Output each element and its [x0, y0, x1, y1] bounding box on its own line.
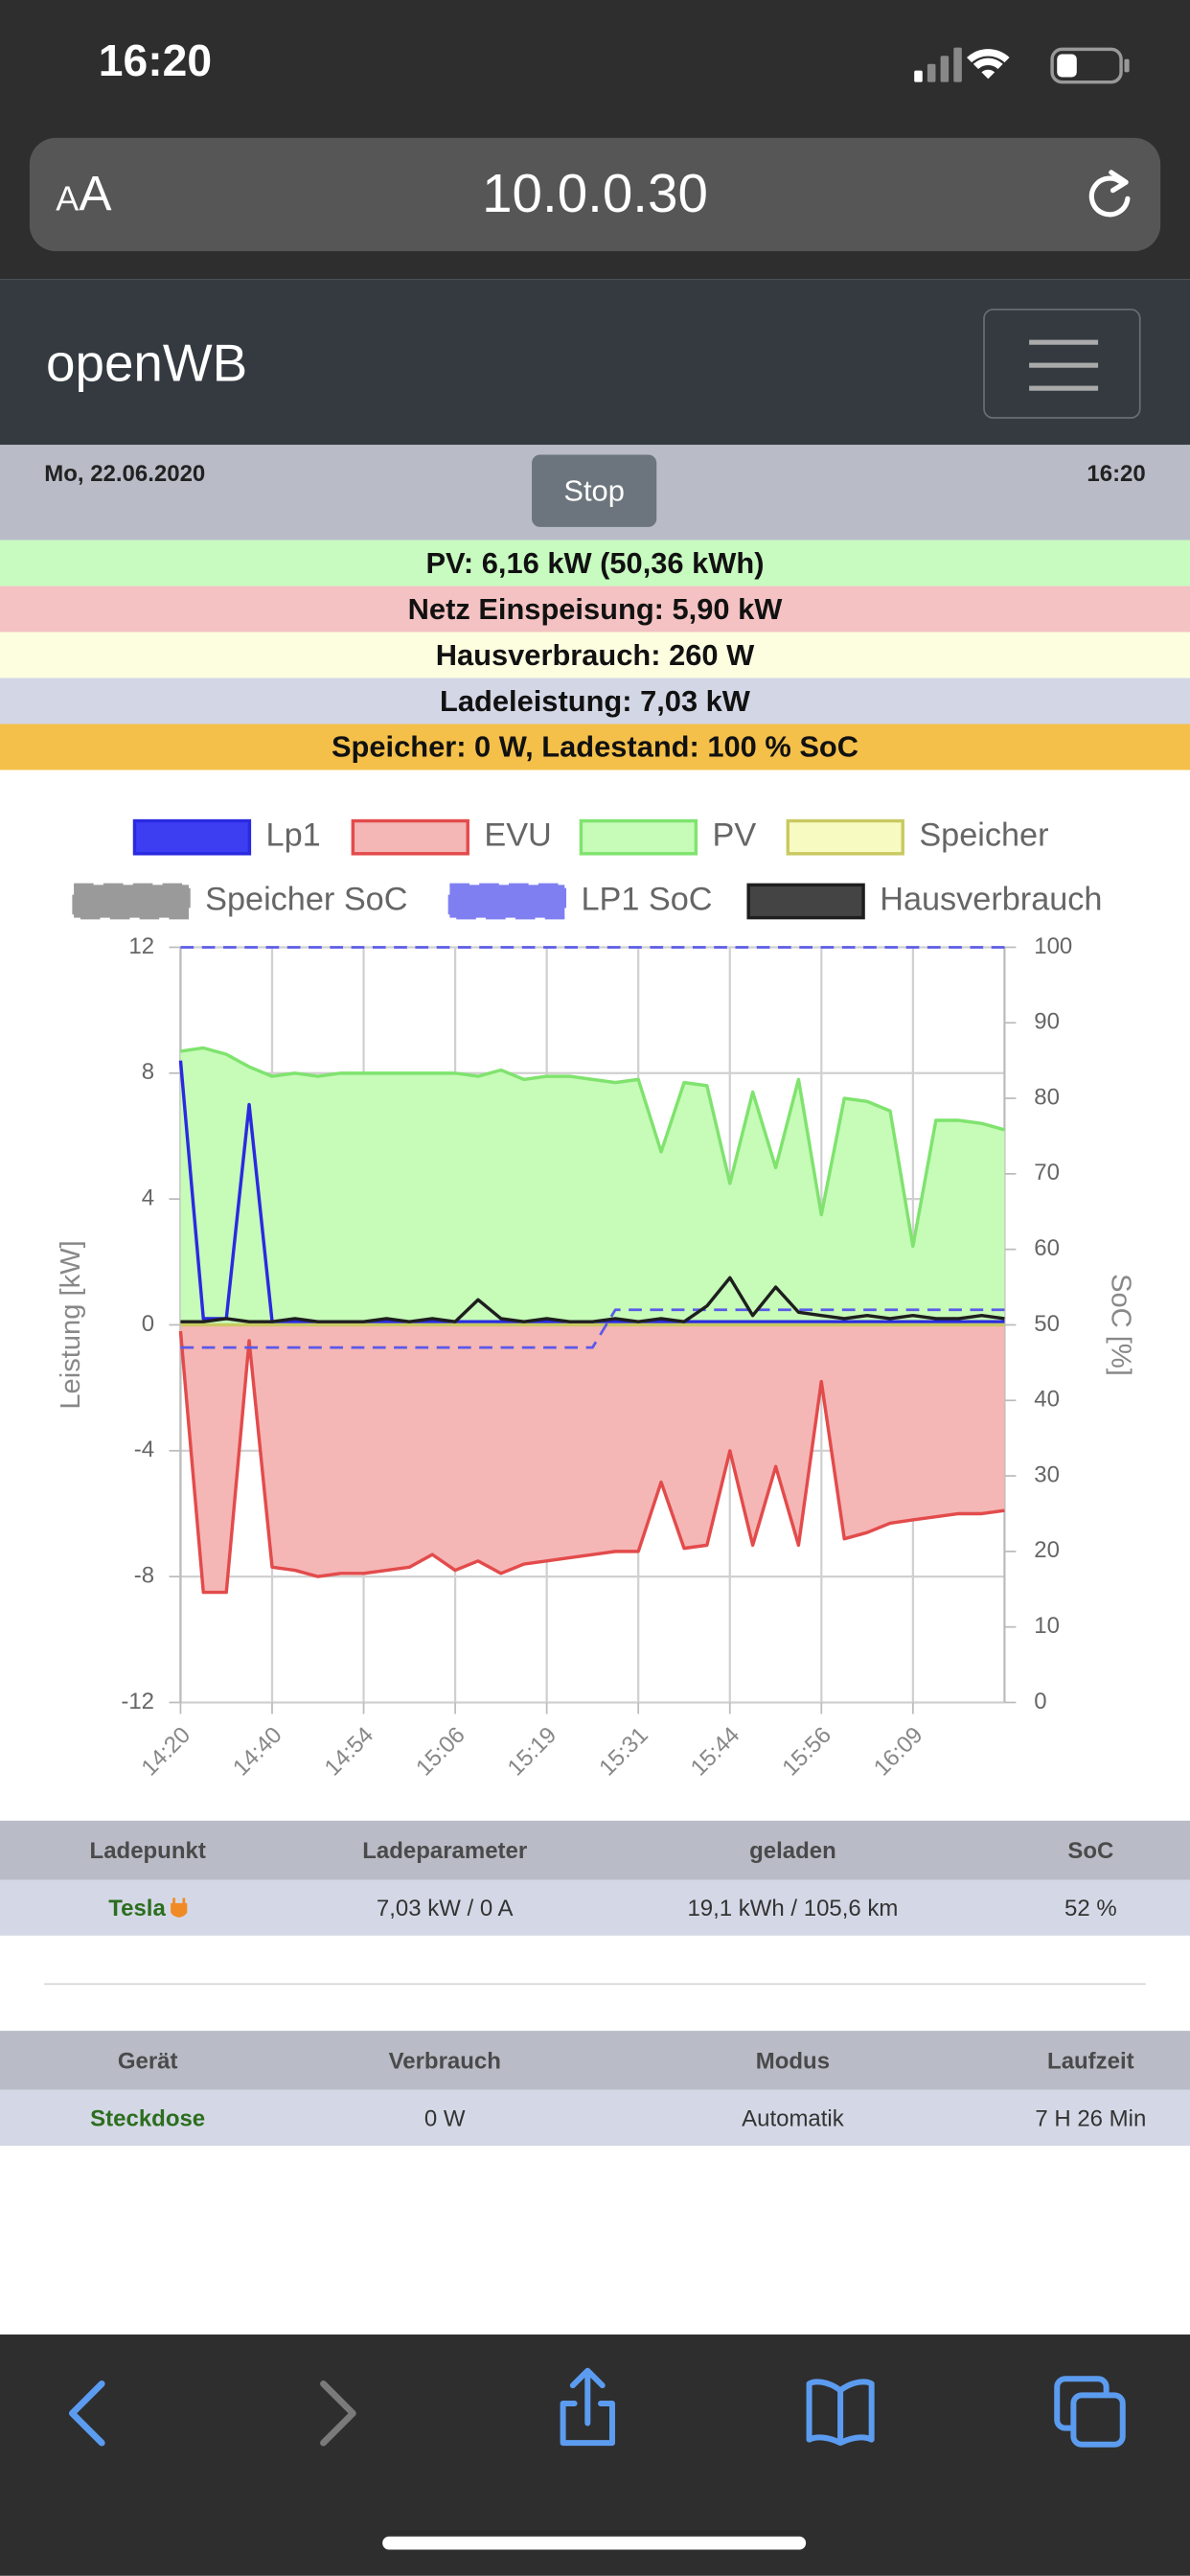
url[interactable]: 10.0.0.30	[482, 162, 708, 223]
legend-label: Speicher SoC	[205, 882, 407, 918]
summary-house: Hausverbrauch: 260 W	[0, 632, 1190, 678]
cell: 19,1 kWh / 105,6 km	[687, 1894, 899, 1921]
date: Mo, 22.06.2020	[44, 459, 206, 487]
soc-line	[180, 1308, 1005, 1349]
cell: 0 W	[423, 2104, 466, 2131]
y-tick-label: -4	[134, 1437, 154, 1462]
cell: Automatik	[742, 2104, 844, 2131]
y-tick-label: 12	[128, 933, 154, 959]
summary-storage: Speicher: 0 W, Ladestand: 100 % SoC	[0, 724, 1190, 770]
series-line	[180, 1046, 1005, 1249]
x-tick-label: 14:54	[320, 1722, 379, 1782]
y2-tick-label: 20	[1034, 1537, 1060, 1563]
column-header: Gerät	[117, 2047, 178, 2074]
x-tick-label: 15:06	[411, 1722, 470, 1782]
url-bar[interactable]	[29, 137, 1161, 252]
plug-icon	[169, 1898, 189, 1918]
x-tick-label: 15:56	[777, 1722, 836, 1782]
y-tick-label: 8	[142, 1059, 154, 1085]
legend-swatch	[579, 818, 698, 856]
reload-icon[interactable]	[1084, 168, 1136, 223]
legend-label: PV	[712, 817, 756, 854]
cell: Tesla	[0, 1880, 295, 1936]
y-tick-label: 4	[142, 1184, 154, 1210]
legend-swatch	[132, 818, 252, 856]
series-area	[180, 1047, 1005, 1325]
tabs-button[interactable]	[1054, 2376, 1126, 2448]
column-header: Verbrauch	[388, 2047, 501, 2074]
x-tick-label: 15:44	[686, 1722, 745, 1782]
column-header: Laufzeit	[1047, 2047, 1134, 2074]
y-axis-label: Leistung [kW]	[56, 1240, 86, 1409]
y2-tick-label: 40	[1034, 1387, 1060, 1413]
divider	[44, 1983, 1146, 1986]
cell: 7,03 kW / 0 A	[376, 1894, 514, 1921]
cell: 52 %	[1064, 1894, 1117, 1921]
legend-swatch	[72, 883, 191, 920]
table-row: Steckdose 0 W Automatik 7 H 26 Min	[0, 2089, 1190, 2147]
header-time: 16:20	[1087, 459, 1146, 487]
x-tick-label: 15:31	[594, 1722, 653, 1782]
stop-button[interactable]: Stop	[532, 454, 657, 527]
table-header: Gerät Verbrauch Modus Laufzeit	[0, 2031, 1190, 2090]
x-tick-label: 16:09	[869, 1722, 928, 1782]
y-tick-label: 0	[142, 1311, 154, 1337]
column-header: SoC	[1067, 1836, 1114, 1864]
column-header: Ladepunkt	[89, 1836, 206, 1864]
legend-label: LP1 SoC	[581, 882, 712, 918]
y2-tick-label: 30	[1034, 1461, 1060, 1487]
y2-tick-label: 0	[1034, 1689, 1046, 1714]
summary-pv: PV: 6,16 kW (50,36 kWh)	[0, 540, 1190, 586]
legend-label: Lp1	[266, 817, 321, 854]
legend-swatch	[447, 883, 567, 920]
chart: Leistung [kW] SoC [%] Lp1 EVU PV Speicher Sp…	[56, 817, 1136, 1782]
legend-label: EVU	[484, 817, 551, 854]
clock: 16:20	[98, 35, 213, 86]
legend-swatch	[786, 818, 904, 856]
back-button[interactable]	[68, 2380, 105, 2447]
y2-tick-label: 90	[1034, 1009, 1060, 1035]
x-tick-label: 14:20	[137, 1722, 196, 1782]
cell: 7 H 26 Min	[1035, 2104, 1147, 2131]
series-line	[178, 1330, 1005, 1595]
column-header: Modus	[755, 2047, 831, 2074]
y2-tick-label: 10	[1034, 1613, 1060, 1639]
legend-swatch	[746, 883, 865, 920]
forward-button[interactable]	[320, 2380, 356, 2447]
share-button[interactable]	[560, 2367, 615, 2447]
x-tick-label: 14:40	[228, 1722, 287, 1782]
summary-grid: Netz Einspeisung: 5,90 kW	[0, 586, 1190, 632]
y2-tick-label: 80	[1034, 1084, 1060, 1110]
legend-label: Hausverbrauch	[880, 882, 1102, 918]
y2-tick-label: 50	[1034, 1311, 1060, 1337]
column-header: Ladeparameter	[362, 1836, 528, 1864]
table-row: Tesla 7,03 kW / 0 A 19,1 kWh / 105,6 km …	[0, 1879, 1190, 1936]
legend-label: Speicher	[919, 817, 1048, 854]
brand[interactable]: openWB	[45, 333, 248, 393]
column-header: geladen	[749, 1836, 836, 1864]
y2-tick-label: 60	[1034, 1235, 1060, 1261]
y-tick-label: -12	[121, 1689, 154, 1714]
table-header: Ladepunkt Ladeparameter geladen SoC	[0, 1820, 1190, 1880]
series-area	[180, 1324, 1005, 1593]
series-line	[180, 1276, 1005, 1323]
legend-swatch	[351, 818, 469, 856]
y-tick-label: -8	[134, 1562, 154, 1588]
charge-point-name[interactable]: Tesla	[108, 1894, 166, 1921]
x-tick-label: 15:19	[503, 1722, 562, 1782]
y2-axis-label: SoC [%]	[1106, 1274, 1136, 1376]
menu-button[interactable]	[983, 309, 1141, 419]
summary-charge: Ladeleistung: 7,03 kW	[0, 678, 1190, 724]
bookmarks-button[interactable]	[806, 2379, 875, 2447]
text-size-button[interactable]: AA	[56, 167, 112, 222]
y2-tick-label: 70	[1034, 1160, 1060, 1185]
y2-tick-label: 100	[1034, 933, 1072, 959]
menu-icon	[1029, 339, 1099, 391]
device-name[interactable]: Steckdose	[90, 2104, 206, 2131]
home-indicator	[382, 2536, 807, 2550]
toolbar-icons	[68, 2367, 1126, 2448]
status-icons	[914, 47, 1130, 84]
